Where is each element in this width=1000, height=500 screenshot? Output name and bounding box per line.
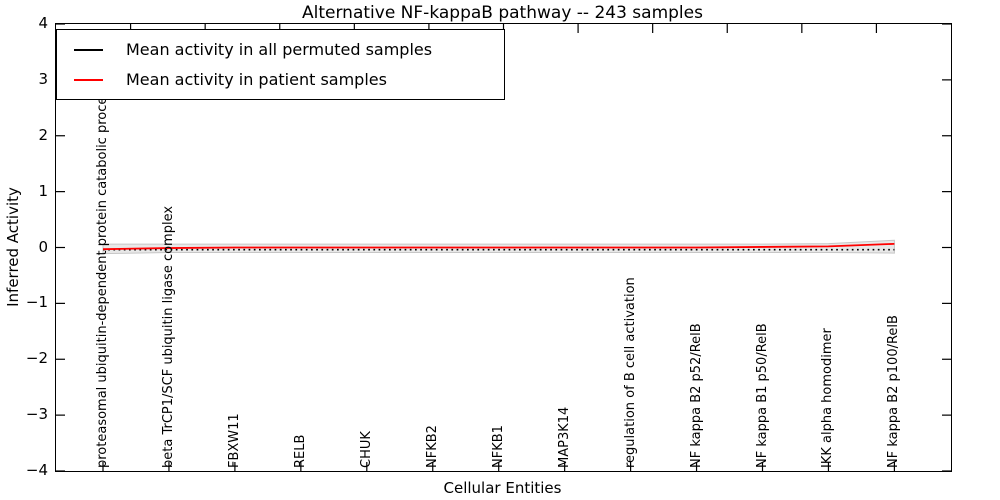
x-tick-label: proteasomal ubiquitin-dependent protein … xyxy=(95,83,110,468)
legend-entry-label: Mean activity in all permuted samples xyxy=(126,40,433,59)
x-axis-label: Cellular Entities xyxy=(443,479,562,497)
x-tick-label: NFKB2 xyxy=(424,425,440,468)
y-tick-label: 1 xyxy=(38,181,48,200)
x-tick-label: NF kappa B2 p52/RelB xyxy=(688,323,704,468)
plot-area xyxy=(55,23,952,472)
y-tick-label: 2 xyxy=(38,125,48,144)
x-tick-label: FBXW11 xyxy=(226,413,242,468)
y-tick-label: 3 xyxy=(38,69,48,88)
x-tick-label: NF kappa B2 p100/RelB xyxy=(886,315,902,468)
y-tick-label: −2 xyxy=(25,349,48,368)
legend-entry: Mean activity in patient samples xyxy=(74,70,504,89)
x-tick-label: RELB xyxy=(292,434,308,468)
chart-title: Alternative NF-kappaB pathway -- 243 sam… xyxy=(302,3,703,23)
legend: Mean activity in all permuted samples Mea… xyxy=(56,29,505,100)
x-tick-label: IKK alpha homodimer xyxy=(820,328,836,468)
y-tick-label: 0 xyxy=(38,237,48,256)
y-tick-label: −3 xyxy=(25,405,48,424)
x-tick-label: CHUK xyxy=(358,431,374,468)
legend-entry-label: Mean activity in patient samples xyxy=(126,70,387,89)
x-tick-label: beta TrCP1/SCF ubiquitin ligase complex xyxy=(160,205,176,468)
y-tick-label: −4 xyxy=(25,461,48,479)
x-tick-label: regulation of B cell activation xyxy=(622,277,638,468)
x-tick-label: NFKB1 xyxy=(490,425,506,468)
x-tick-label: NF kappa B1 p50/RelB xyxy=(754,323,770,468)
x-tick-label: MAP3K14 xyxy=(556,406,572,468)
y-tick-label: −1 xyxy=(25,293,48,312)
y-tick-label: 4 xyxy=(38,14,48,32)
patient-mean-line xyxy=(102,242,895,251)
legend-line-sample xyxy=(74,48,103,51)
chart-canvas xyxy=(56,23,951,472)
legend-entry: Mean activity in all permuted samples xyxy=(74,40,504,59)
legend-line-sample xyxy=(74,78,103,81)
